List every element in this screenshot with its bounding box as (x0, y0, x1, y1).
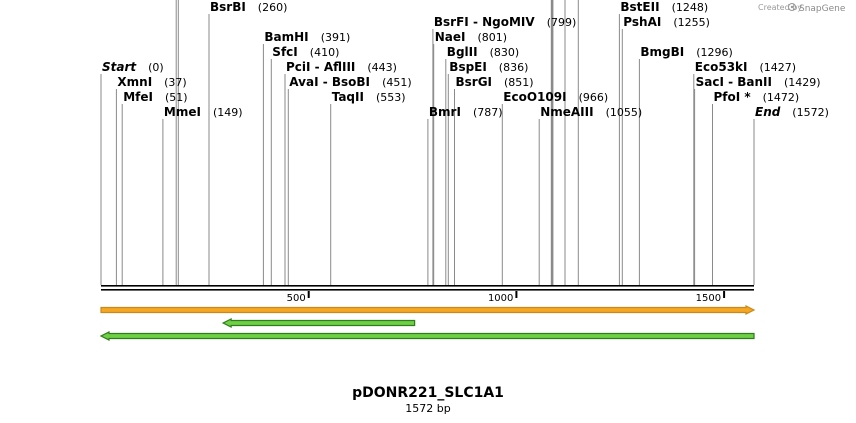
site-position-end: (1572) (792, 106, 829, 119)
site-position-eco53ki: (1427) (760, 61, 797, 74)
site-label-end: End (755, 105, 781, 119)
site-position-bsteii: (1248) (672, 1, 709, 14)
site-label-ecoo109i: EcoO109I (503, 90, 566, 104)
site-position-taqii: (553) (376, 91, 406, 104)
site-label-pfoi: PfoI * (714, 90, 752, 104)
site-position-pshai: (1255) (673, 16, 710, 29)
site-position-pcii-afliii: (443) (367, 61, 397, 74)
site-label-xmni: XmnI (117, 75, 152, 89)
site-label-bamhi: BamHI (264, 30, 308, 44)
tick-mark-1000 (515, 291, 518, 298)
site-position-bmri: (787) (473, 106, 503, 119)
backbone-bottom-line (101, 289, 754, 291)
site-label-bsrfi-ngomiv: BsrFI - NgoMIV (434, 15, 535, 29)
site-position-bmgbi: (1296) (696, 46, 733, 59)
tick-label-1500: 1500 (696, 293, 721, 304)
site-position-bspei: (836) (499, 61, 529, 74)
site-label-bsrgi: BsrGI (456, 75, 493, 89)
tick-mark-500 (307, 291, 310, 298)
credit-text: Created by (758, 3, 802, 12)
feature-arrow-1[interactable] (100, 305, 756, 315)
credit-brand: SnapGene (799, 4, 846, 14)
backbone (101, 285, 754, 291)
site-label-bsteii: BstEII (620, 0, 659, 14)
site-label-pshai: PshAI (623, 15, 661, 29)
site-label-bmgbi: BmgBI (640, 45, 684, 59)
site-position-start: (0) (148, 61, 164, 74)
map-footer: pDONR221_SLC1A1 1572 bp (352, 385, 504, 415)
site-leader-lines (100, 0, 755, 285)
site-label-saci-banii: SacI - BanII (696, 75, 772, 89)
site-position-nmeaiii: (1055) (606, 106, 643, 119)
site-position-mfei: (51) (165, 91, 188, 104)
site-position-pfoi: (1472) (763, 91, 800, 104)
site-label-eco53ki: Eco53kI (695, 60, 748, 74)
site-label-taqii: TaqII (332, 90, 364, 104)
site-position-avai-bsobi: (451) (382, 76, 412, 89)
site-label-bspei: BspEI (449, 60, 487, 74)
site-label-nmeaiii: NmeAIII (540, 105, 593, 119)
tick-label-1000: 1000 (488, 293, 513, 304)
site-position-sfci: (410) (310, 46, 340, 59)
site-label-bsrbi: BsrBI (210, 0, 246, 14)
plasmid-name: pDONR221_SLC1A1 (352, 385, 504, 401)
site-label-pcii-afliii: PciI - AflIII (286, 60, 355, 74)
site-position-saci-banii: (1429) (784, 76, 821, 89)
site-position-bsrgi: (851) (504, 76, 534, 89)
features (99, 305, 756, 341)
site-label-mfei: MfeI (123, 90, 153, 104)
site-position-ecoo109i: (966) (579, 91, 609, 104)
feature-arrow-3[interactable] (99, 331, 755, 341)
site-position-mmei: (149) (213, 106, 243, 119)
site-position-bamhi: (391) (321, 31, 351, 44)
site-label-naei: NaeI (435, 30, 466, 44)
snapgene-logo-icon (788, 3, 796, 11)
plasmid-size: 1572 bp (405, 402, 450, 415)
tick-label-500: 500 (287, 293, 306, 304)
site-labels: Start(0)XmnI(37)MfeI(51)MmeI(149)FspI - … (102, 0, 829, 119)
tick-mark-1500 (723, 291, 726, 298)
site-label-avai-bsobi: AvaI - BsoBI (289, 75, 370, 89)
site-position-bsrfi-ngomiv: (799) (547, 16, 577, 29)
snapgene-credit: Created by SnapGene (758, 3, 846, 14)
site-label-bmri: BmrI (429, 105, 461, 119)
site-position-bsrbi: (260) (258, 1, 288, 14)
site-label-mmei: MmeI (164, 105, 201, 119)
site-label-sfci: SfcI (272, 45, 297, 59)
backbone-top-line (101, 285, 754, 287)
site-position-bglii: (830) (490, 46, 520, 59)
ruler-ticks: 500 1000 1500 (287, 291, 726, 304)
site-label-bglii: BglII (447, 45, 478, 59)
feature-arrow-2[interactable] (221, 318, 416, 328)
site-label-start: Start (102, 60, 137, 74)
site-position-xmni: (37) (164, 76, 187, 89)
site-position-naei: (801) (478, 31, 508, 44)
